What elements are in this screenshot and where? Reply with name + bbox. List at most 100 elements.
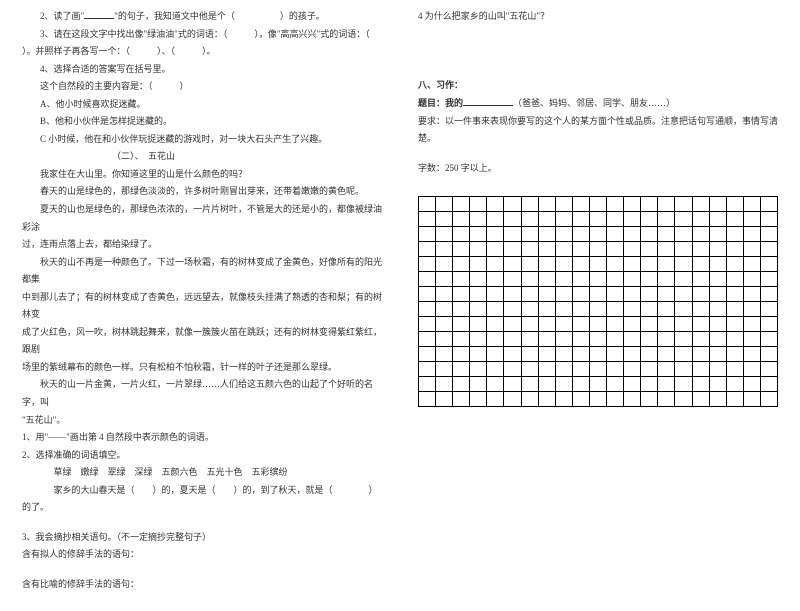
- grid-cell: [624, 271, 641, 286]
- grid-cell: [641, 361, 658, 376]
- grid-cell: [675, 331, 692, 346]
- grid-cell: [504, 301, 521, 316]
- grid-cell: [419, 196, 436, 211]
- grid-cell: [709, 271, 726, 286]
- yaoqiu: 要求：以一件事来表现你要写的这个人的某方面个性或品质。注意把话句写通顺，事情写清…: [418, 113, 778, 148]
- grid-cell: [470, 391, 487, 406]
- grid-cell: [436, 331, 453, 346]
- p5b: "五花山"。: [22, 412, 382, 430]
- grid-cell: [624, 346, 641, 361]
- grid-cell: [538, 196, 555, 211]
- writing-grid: [418, 196, 778, 407]
- grid-cell: [589, 376, 606, 391]
- grid-cell: [760, 361, 777, 376]
- grid-cell: [675, 376, 692, 391]
- grid-cell: [726, 331, 743, 346]
- grid-cell: [521, 256, 538, 271]
- grid-cell: [470, 301, 487, 316]
- grid-cell: [589, 316, 606, 331]
- grid-cell: [572, 346, 589, 361]
- grid-cell: [641, 316, 658, 331]
- grid-cell: [658, 286, 675, 301]
- grid-cell: [743, 286, 760, 301]
- grid-cell: [760, 331, 777, 346]
- grid-cell: [726, 346, 743, 361]
- grid-cell: [419, 331, 436, 346]
- grid-cell: [760, 376, 777, 391]
- grid-cell: [726, 361, 743, 376]
- grid-cell: [658, 271, 675, 286]
- grid-cell: [538, 211, 555, 226]
- grid-cell: [487, 241, 504, 256]
- grid-cell: [538, 316, 555, 331]
- grid-cell: [589, 331, 606, 346]
- grid-cell: [760, 316, 777, 331]
- grid-cell: [572, 361, 589, 376]
- grid-cell: [555, 256, 572, 271]
- grid-cell: [624, 286, 641, 301]
- grid-cell: [624, 331, 641, 346]
- grid-cell: [726, 241, 743, 256]
- grid-cell: [743, 211, 760, 226]
- grid-cell: [658, 346, 675, 361]
- pq2a: 草绿 嫩绿 翠绿 深绿 五颜六色 五光十色 五彩缤纷: [22, 464, 382, 482]
- grid-cell: [607, 361, 624, 376]
- grid-cell: [436, 241, 453, 256]
- grid-cell: [419, 241, 436, 256]
- grid-cell: [436, 286, 453, 301]
- grid-cell: [453, 376, 470, 391]
- grid-cell: [521, 391, 538, 406]
- grid-cell: [726, 211, 743, 226]
- grid-cell: [555, 241, 572, 256]
- grid-cell: [760, 196, 777, 211]
- grid-cell: [572, 226, 589, 241]
- grid-cell: [504, 196, 521, 211]
- grid-cell: [709, 316, 726, 331]
- grid-cell: [743, 271, 760, 286]
- section-8: 八、习作：: [418, 76, 778, 96]
- grid-cell: [675, 196, 692, 211]
- grid-cell: [726, 271, 743, 286]
- grid-cell: [692, 241, 709, 256]
- grid-cell: [624, 391, 641, 406]
- grid-cell: [658, 211, 675, 226]
- pq3: 3、我会摘抄相关语句。（不一定摘抄完整句子）: [22, 529, 382, 547]
- grid-cell: [487, 256, 504, 271]
- grid-cell: [743, 391, 760, 406]
- grid-cell: [538, 241, 555, 256]
- grid-cell: [760, 211, 777, 226]
- grid-cell: [453, 271, 470, 286]
- grid-cell: [675, 391, 692, 406]
- grid-cell: [470, 211, 487, 226]
- grid-cell: [538, 301, 555, 316]
- grid-cell: [658, 391, 675, 406]
- grid-cell: [538, 226, 555, 241]
- grid-cell: [436, 271, 453, 286]
- grid-cell: [419, 316, 436, 331]
- grid-cell: [675, 361, 692, 376]
- grid-cell: [487, 361, 504, 376]
- grid-cell: [436, 211, 453, 226]
- p4a: 秋天的山不再是一种颜色了。下过一场秋霜，有的树林变成了金黄色，好像所有的阳光都集: [22, 254, 382, 289]
- grid-cell: [538, 361, 555, 376]
- grid-cell: [692, 196, 709, 211]
- grid-cell: [641, 286, 658, 301]
- grid-cell: [675, 226, 692, 241]
- grid-cell: [675, 256, 692, 271]
- grid-cell: [487, 316, 504, 331]
- grid-cell: [470, 241, 487, 256]
- grid-cell: [760, 346, 777, 361]
- grid-cell: [692, 346, 709, 361]
- grid-cell: [504, 256, 521, 271]
- grid-cell: [743, 361, 760, 376]
- grid-cell: [641, 271, 658, 286]
- grid-cell: [521, 331, 538, 346]
- grid-cell: [692, 211, 709, 226]
- grid-cell: [504, 241, 521, 256]
- grid-cell: [675, 346, 692, 361]
- opt-c: C 小时候，他在和小伙伴玩捉迷藏的游戏时，对一块大石头产生了兴趣。: [22, 131, 382, 149]
- pq2b: 家乡的大山春天是（ ）的，夏天是（ ）的，到了秋天，就是（ ）的了。: [22, 482, 382, 517]
- grid-cell: [692, 376, 709, 391]
- grid-cell: [709, 361, 726, 376]
- grid-cell: [572, 286, 589, 301]
